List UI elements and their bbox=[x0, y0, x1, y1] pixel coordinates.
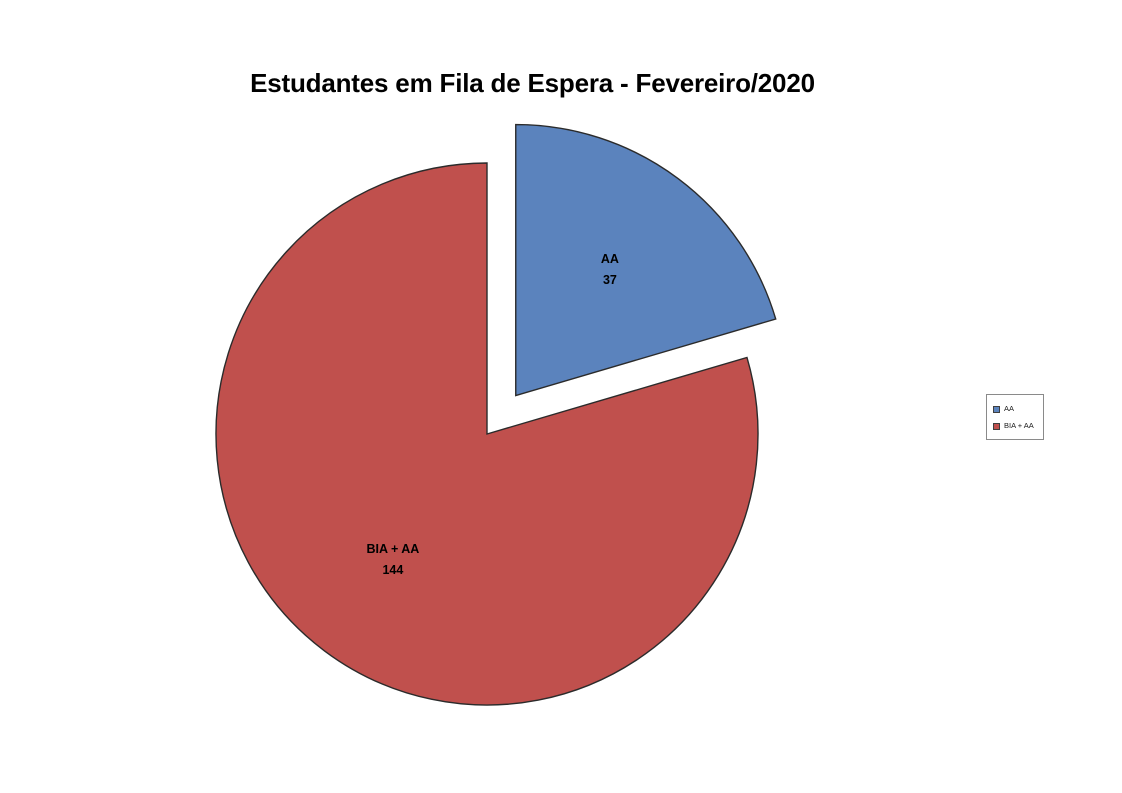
legend-item-aa[interactable]: AA bbox=[993, 401, 1043, 417]
legend-label-bia-aa: BIA + AA bbox=[1004, 421, 1034, 431]
chart-title: Estudantes em Fila de Espera - Fevereiro… bbox=[250, 68, 815, 98]
data-label-bia-aa-value: 144 bbox=[382, 563, 403, 577]
data-label-bia-aa: BIA + AA 144 bbox=[366, 542, 419, 577]
data-label-bia-aa-name: BIA + AA bbox=[366, 542, 419, 556]
pie-slice-aa[interactable] bbox=[515, 123, 777, 397]
legend-swatch-bia-aa-icon bbox=[993, 422, 1000, 430]
data-label-aa-name: AA bbox=[601, 252, 619, 266]
legend-item-bia-aa[interactable]: BIA + AA bbox=[993, 418, 1043, 434]
legend-label-aa: AA bbox=[1004, 404, 1015, 414]
data-label-aa-value: 37 bbox=[603, 273, 617, 287]
data-label-aa: AA 37 bbox=[601, 252, 619, 287]
pie-slice-bia-aa[interactable] bbox=[215, 162, 759, 706]
chart-legend: AA BIA + AA bbox=[986, 394, 1044, 440]
legend-swatch-aa-icon bbox=[993, 405, 1000, 413]
